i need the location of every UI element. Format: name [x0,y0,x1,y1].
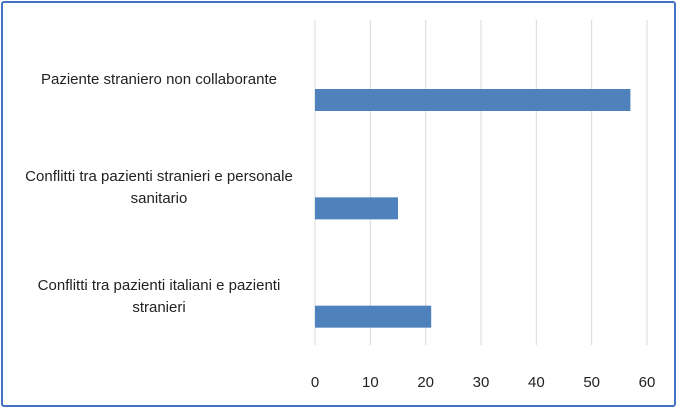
x-tick-label: 40 [528,374,545,391]
bar [315,89,631,111]
x-tick-label: 50 [583,374,600,391]
x-tick-label: 10 [362,374,379,391]
x-tick-label: 20 [417,374,434,391]
x-tick-label: 0 [311,374,319,391]
bar [315,197,398,220]
x-tick-label: 60 [639,374,656,391]
category-label: Conflitti tra pazienti italiani e pazien… [37,276,281,316]
bar [315,305,432,328]
category-label: Paziente straniero non collaborante [41,71,277,88]
category-label: Conflitti tra pazienti stranieri e perso… [25,168,293,208]
x-tick-label: 30 [473,374,490,391]
